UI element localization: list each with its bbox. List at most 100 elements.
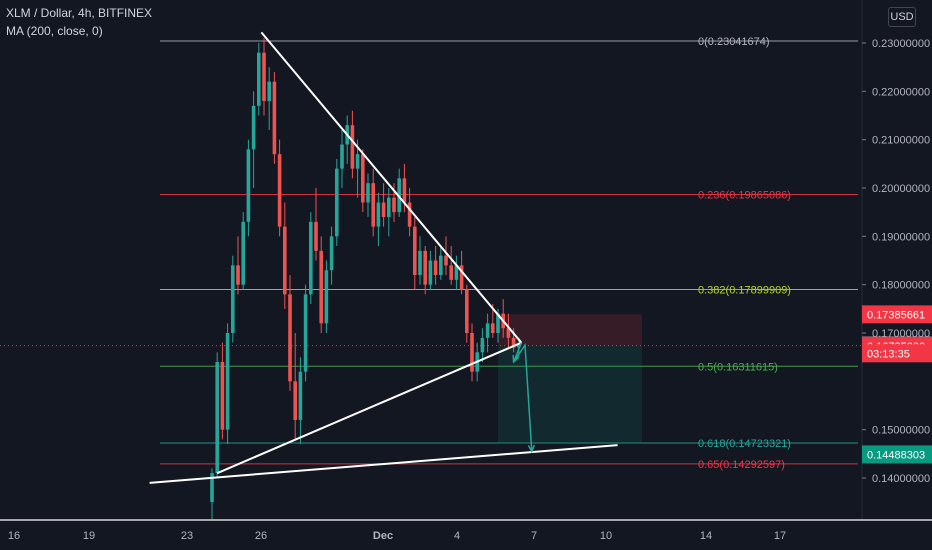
candle-body: [283, 226, 287, 295]
price-tick-label: 0.15000000: [872, 425, 930, 437]
price-tick-label: 0.23000000: [872, 38, 930, 50]
candle-body: [262, 52, 266, 101]
candle-body: [480, 337, 485, 353]
candle-down: [423, 246, 427, 295]
candle-body: [392, 197, 396, 213]
candle-body: [381, 202, 386, 217]
candle-down: [371, 168, 375, 237]
candle-body: [298, 371, 303, 420]
candle-down: [413, 217, 417, 290]
candle-body: [454, 265, 459, 280]
candle-down: [236, 236, 240, 295]
time-tick-label: Dec: [373, 530, 393, 542]
candle-body: [439, 255, 443, 275]
candle-down: [449, 246, 453, 285]
candle-up: [428, 250, 433, 290]
price-badge-label: 03:13:35: [867, 348, 910, 360]
candle-down: [381, 183, 386, 227]
arrow-head: [527, 444, 536, 454]
time-tick-label: 16: [8, 530, 20, 542]
price-axis: 0.23000000 0.22000000 0.21000000 0.20000000…: [861, 0, 932, 520]
candle-up: [376, 192, 381, 246]
candle-down: [220, 342, 225, 440]
price-tick-label: 0.20000000: [872, 183, 930, 195]
candle-down: [277, 139, 282, 237]
price-badge: [862, 344, 932, 363]
price-badge-label: 0.17385661: [867, 309, 925, 321]
candle-up: [340, 130, 344, 188]
position-tool: [0, 314, 862, 444]
candle-body: [428, 260, 433, 285]
candle-body: [272, 81, 277, 155]
price-tick-label: 0.19000000: [872, 231, 930, 243]
candle-up: [335, 159, 339, 246]
candle-body: [314, 221, 318, 251]
candle-down: [444, 236, 448, 275]
time-tick-label: 4: [454, 530, 460, 542]
moving-average-line: [212, 269, 508, 439]
candle-down: [407, 188, 412, 237]
candle-body: [413, 226, 417, 275]
time-tick-label: 7: [531, 530, 537, 542]
candle-body: [397, 178, 401, 213]
candle-body: [241, 221, 245, 285]
price-tick-label: 0.14000000: [872, 473, 930, 485]
time-tick-label: 14: [700, 530, 712, 542]
candle-down: [272, 72, 277, 164]
candle-body: [293, 381, 297, 420]
candle-body: [309, 221, 313, 295]
candle-up: [345, 115, 349, 164]
candle-down: [465, 284, 469, 343]
time-tick-label: 10: [600, 530, 612, 542]
candle-up: [246, 139, 251, 237]
candle-up: [485, 313, 490, 353]
candle-body: [340, 144, 344, 169]
indicator-legend[interactable]: MA (200, close, 0): [6, 24, 103, 38]
candle-body: [506, 328, 511, 338]
price-badge: [862, 305, 932, 324]
candle-body: [246, 149, 251, 222]
candle-up: [355, 139, 360, 198]
candle-up: [231, 255, 235, 343]
candle-body: [257, 52, 261, 106]
fib-level-label: 0.618(0.14723321): [698, 438, 791, 450]
price-badge: [862, 445, 932, 464]
candle-body: [433, 260, 438, 275]
time-tick-label: 23: [181, 530, 193, 542]
candle-up: [387, 188, 391, 237]
candle-down: [262, 38, 266, 116]
price-tick-label: 0.21000000: [872, 135, 930, 147]
price-tick-label: 0.18000000: [872, 280, 930, 292]
candle-up: [215, 352, 219, 478]
candle-up: [309, 212, 313, 304]
trendlines: [149, 31, 618, 484]
projection-arrows: [512, 342, 536, 454]
fib-level-label: 0.65(0.14292597): [698, 459, 785, 471]
candle-body: [376, 202, 381, 227]
candle-body: [423, 250, 427, 285]
symbol-title[interactable]: XLM / Dollar, 4h, BITFINEX: [6, 6, 153, 20]
candle-body: [319, 250, 323, 324]
time-tick-label: 17: [774, 530, 786, 542]
candle-body: [215, 362, 219, 474]
candle-body: [387, 197, 391, 217]
candle-up: [298, 357, 303, 445]
candle-body: [511, 337, 516, 348]
currency-button[interactable]: USD: [888, 7, 916, 27]
candle-body: [402, 178, 407, 203]
candle-up: [397, 168, 401, 217]
candle-up: [303, 284, 308, 382]
candle-body: [350, 125, 355, 169]
candle-up: [454, 255, 459, 290]
candle-up: [251, 91, 256, 188]
candle-body: [236, 265, 240, 285]
candle-up: [329, 226, 334, 285]
candle-body: [251, 105, 256, 150]
candle-down: [433, 246, 438, 285]
trendline: [149, 444, 618, 484]
candle-body: [407, 202, 412, 227]
price-axis-bg: [862, 0, 932, 520]
candle-down: [319, 236, 323, 333]
target-zone: [498, 345, 642, 444]
